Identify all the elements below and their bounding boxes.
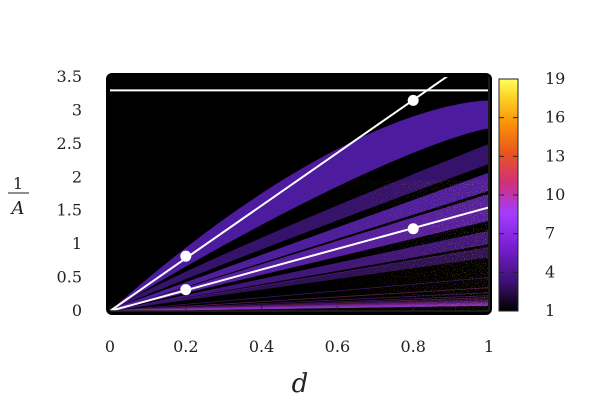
plot-area	[110, 77, 488, 311]
x-tick-label: 1	[484, 337, 494, 356]
x-tick-label: 0.2	[173, 337, 198, 356]
colorbar-tick-label: 10	[545, 185, 565, 204]
marked-point	[180, 250, 192, 262]
heatmap-band	[110, 100, 488, 311]
x-axis-ticks: 0 0.2 0.4 0.6 0.8 1	[105, 306, 494, 356]
marked-point	[407, 94, 419, 106]
y-tick-label: 2.5	[57, 134, 82, 153]
colorbar-ticks: 1 4 7 10 13 16 19	[499, 69, 565, 320]
x-tick-label: 0.8	[400, 337, 425, 356]
colorbar-tick-label: 1	[545, 301, 555, 320]
heatmap-band	[110, 247, 488, 311]
colorbar-tick-label: 7	[545, 224, 555, 243]
heatmap-speckle	[300, 180, 488, 311]
heatmap-band	[110, 194, 488, 311]
overlay-fit-line	[110, 77, 449, 311]
y-tick-label: 0	[72, 301, 82, 320]
x-axis-label: d	[292, 369, 309, 399]
y-tick-label: 3	[72, 100, 82, 119]
marked-point	[180, 284, 192, 296]
y-tick-label: 1	[72, 234, 82, 253]
x-tick-label: 0.4	[249, 337, 274, 356]
y-tick-label: 2	[72, 167, 82, 186]
colorbar-tick-label: 16	[545, 108, 565, 127]
x-tick-label: 0.6	[325, 337, 350, 356]
y-axis-label-denominator: A	[10, 198, 25, 219]
colorbar-tick-label: 19	[545, 69, 565, 88]
overlay-lines	[110, 77, 488, 311]
y-axis-label-numerator: 1	[13, 174, 23, 193]
x-tick-label: 0	[105, 337, 115, 356]
marked-point	[407, 223, 419, 235]
y-tick-label: 3.5	[57, 67, 82, 86]
y-axis-ticks: 0 0.5 1 1.5 2 2.5 3 3.5	[57, 67, 82, 320]
colorbar-tick-label: 4	[545, 262, 555, 281]
overlay-fit-line	[110, 206, 488, 311]
y-tick-label: 1.5	[57, 201, 82, 220]
y-tick-label: 0.5	[57, 268, 82, 287]
colorbar-tick-label: 13	[545, 146, 565, 165]
marked-points	[180, 94, 419, 296]
